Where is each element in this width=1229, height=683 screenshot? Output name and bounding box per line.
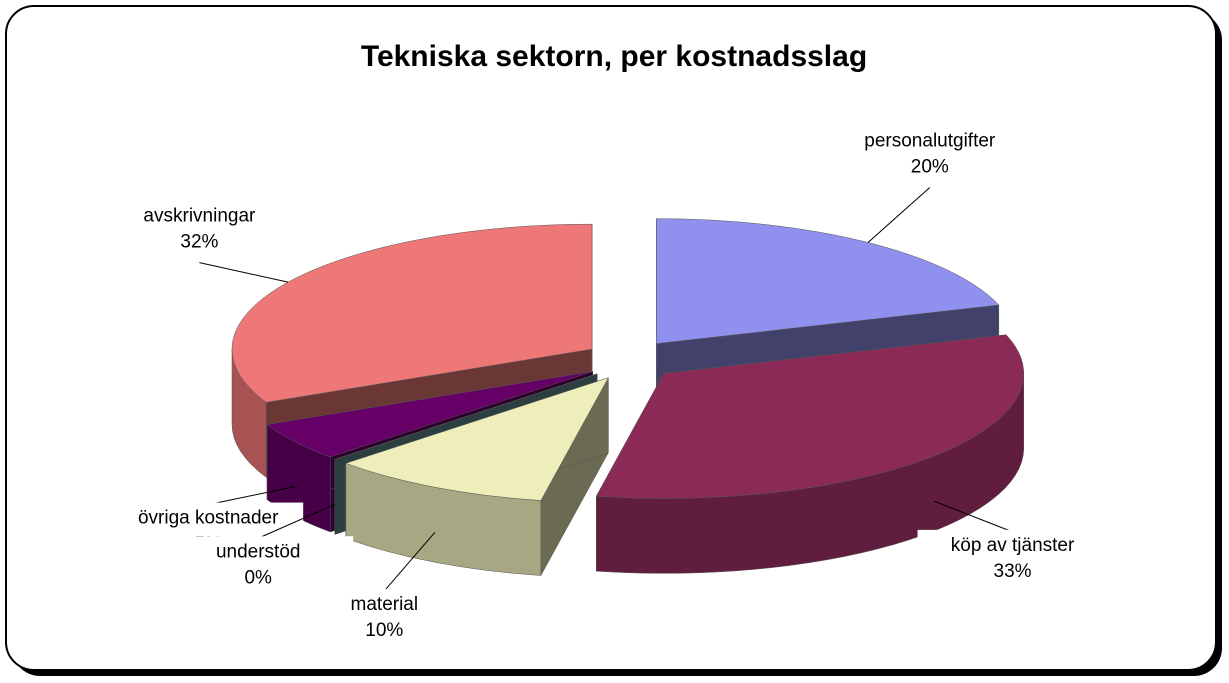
leader-line [199,262,289,283]
chart-title: Tekniska sektorn, per kostnadsslag [361,40,867,73]
label-bg [163,536,354,595]
slice-label: köp av tjänster [951,535,1075,556]
slice [334,373,598,460]
leader-line [867,187,931,243]
slice [345,377,609,501]
slice-label: material [351,594,419,615]
leader-line [933,500,1013,533]
label-bg [917,529,1108,588]
labels: personalutgifter 20% avskrivningar 32% övrig… [104,125,1108,647]
label-bg [834,125,1025,184]
label-bg [289,588,480,647]
slice [656,218,1000,344]
slice-label: understöd [216,541,301,562]
slice-value-label: 33% [994,561,1032,582]
slice-label: avskrivningar [143,206,256,227]
slice [595,334,1024,499]
slice-value-label: 10% [365,620,403,641]
leader-line [258,503,335,539]
slice-label: personalutgifter [864,131,996,152]
pie [231,218,1025,576]
slice-value-label: 20% [911,157,949,178]
leader-line [208,486,296,506]
slice [231,223,593,403]
leader-line [383,531,436,592]
label-bg [104,200,295,259]
slice-value-label: 0% [244,567,272,588]
slice [266,371,593,458]
slice-value-label: 32% [180,232,218,253]
slice-label: övriga kostnader [138,508,279,529]
